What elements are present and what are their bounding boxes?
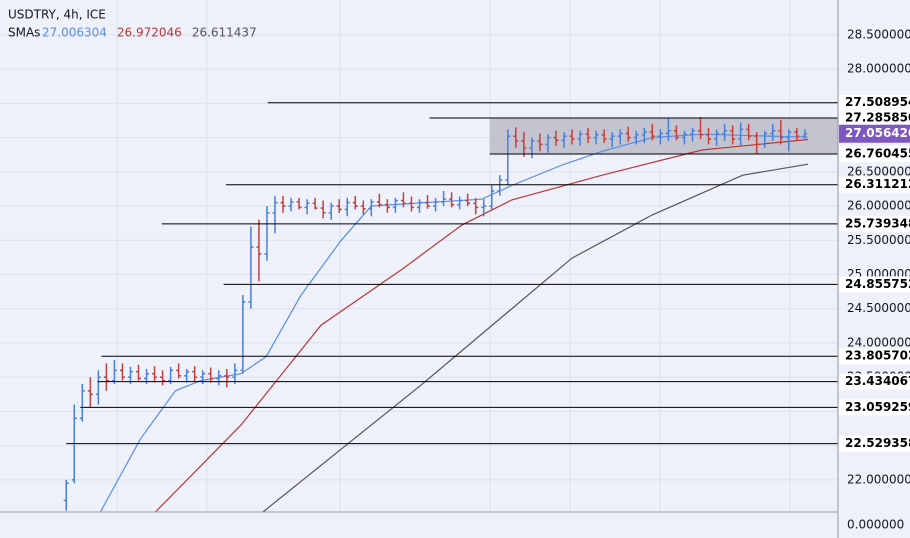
indicator-label: SMAs bbox=[8, 26, 40, 40]
level-label-box bbox=[839, 399, 910, 416]
chart-title: USDTRY, 4h, ICE bbox=[8, 8, 106, 22]
plot-layer: 28.50000028.00000027.50000027.00000026.5… bbox=[0, 27, 910, 532]
sma-value: 26.972046 bbox=[117, 26, 182, 40]
level-label-box bbox=[839, 276, 910, 293]
level-label: 26.311212 bbox=[845, 177, 910, 191]
last-price-label: 27.056420 bbox=[845, 126, 910, 140]
vertical-grid bbox=[116, 0, 791, 512]
level-label-box bbox=[839, 215, 910, 232]
y-tick-label: 0.000000 bbox=[847, 518, 904, 532]
level-label: 24.855752 bbox=[845, 277, 910, 291]
level-label: 25.739348 bbox=[845, 216, 910, 230]
level-label: 23.805702 bbox=[845, 349, 910, 363]
y-tick-label: 24.000000 bbox=[847, 335, 910, 349]
y-tick-label: 25.500000 bbox=[847, 233, 910, 247]
sma-value: 26.611437 bbox=[192, 26, 257, 40]
level-label: 22.529358 bbox=[845, 436, 910, 450]
sma-line bbox=[154, 138, 809, 513]
y-tick-label: 26.000000 bbox=[847, 199, 910, 213]
level-label-box bbox=[839, 110, 910, 127]
sma-line bbox=[262, 163, 809, 513]
level-label-box bbox=[839, 348, 910, 365]
y-tick-label: 22.000000 bbox=[847, 472, 910, 486]
level-label-box bbox=[839, 435, 910, 452]
level-label: 27.508954 bbox=[845, 95, 910, 109]
last-price-box bbox=[839, 124, 910, 143]
level-label: 23.434067 bbox=[845, 374, 910, 388]
y-tick-label: 28.500000 bbox=[847, 27, 910, 41]
level-label: 26.760455 bbox=[845, 146, 910, 160]
level-label-box bbox=[839, 145, 910, 162]
y-tick-label: 28.000000 bbox=[847, 62, 910, 76]
level-label-box bbox=[839, 373, 910, 390]
level-label: 27.285850 bbox=[845, 111, 910, 125]
level-label-box bbox=[839, 176, 910, 193]
sma-value: 27.006304 bbox=[42, 26, 107, 40]
level-label-box bbox=[839, 94, 910, 111]
sma-line bbox=[99, 133, 809, 513]
y-tick-label: 26.500000 bbox=[847, 164, 910, 178]
y-tick-label: 24.500000 bbox=[847, 301, 910, 315]
level-label: 23.059259 bbox=[845, 400, 910, 414]
